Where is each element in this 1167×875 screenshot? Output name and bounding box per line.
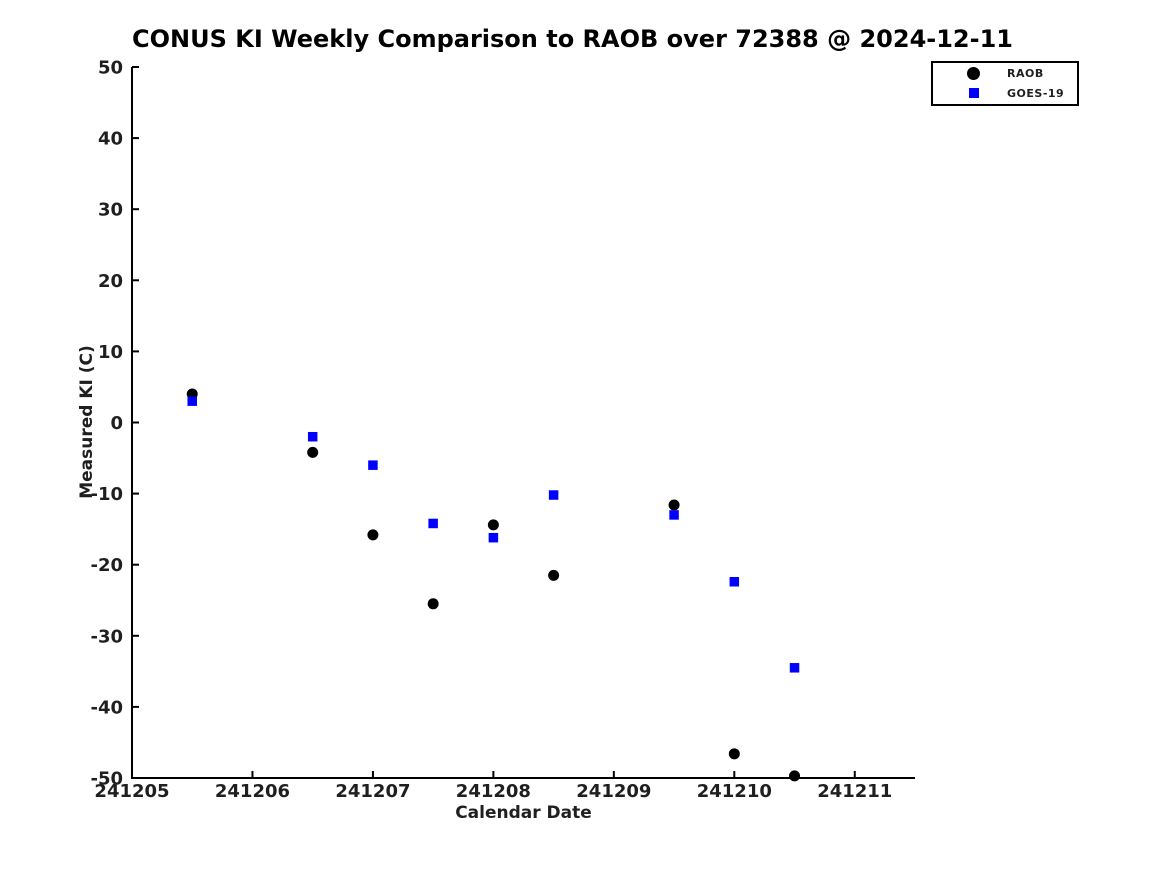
y-tick-label: 0 [110,413,123,434]
goes-19-point [368,460,378,470]
legend-entry-goes-19: GOES-19 [933,85,1077,101]
legend-marker-cell [967,67,980,81]
legend: RAOB GOES-19 [931,61,1079,106]
raob-point [307,446,319,458]
goes-19-point [729,577,740,587]
y-tick-label: -50 [90,769,123,790]
y-tick-label: 20 [98,271,123,292]
goes-19-point [428,518,438,529]
raob-point [728,748,740,760]
goes-19-point [548,490,559,500]
y-tick-label: -40 [90,697,123,718]
chart-title: CONUS KI Weekly Comparison to RAOB over … [132,25,1013,53]
x-tick-label: 241210 [697,781,772,802]
raob-point [668,499,680,511]
x-axis-label: Calendar Date [455,803,592,823]
x-tick-label: 241211 [817,781,892,802]
goes-19-point [187,396,197,406]
legend-goes-marker-icon [968,88,979,99]
y-tick-label: 50 [98,58,123,79]
y-tick-label: 30 [98,200,123,221]
y-tick-label: -20 [90,555,123,576]
raob-point [548,569,560,581]
goes-19-point [669,510,679,520]
goes-19-point [307,431,318,442]
x-tick-label: 241209 [576,781,651,802]
x-tick-label: 241205 [94,781,169,802]
raob-point [367,529,379,541]
y-tick-label: -10 [90,484,123,505]
y-tick-label: 10 [98,342,123,363]
goes-19-point [488,532,499,543]
x-tick-label: 241208 [456,781,531,802]
y-tick-label: -30 [90,626,123,647]
x-tick-label: 241207 [335,781,410,802]
legend-label-goes-19: GOES-19 [1007,86,1065,100]
goes-19-point [789,663,800,673]
legend-entry-raob: RAOB [933,66,1077,82]
x-tick-label: 241206 [215,781,290,802]
raob-point [789,770,801,782]
raob-point [427,598,439,610]
legend-label-raob: RAOB [1007,67,1044,81]
y-tick-label: 40 [98,129,123,150]
legend-raob-marker-icon [967,67,980,81]
legend-marker-cell [967,88,980,99]
raob-point [487,519,499,531]
